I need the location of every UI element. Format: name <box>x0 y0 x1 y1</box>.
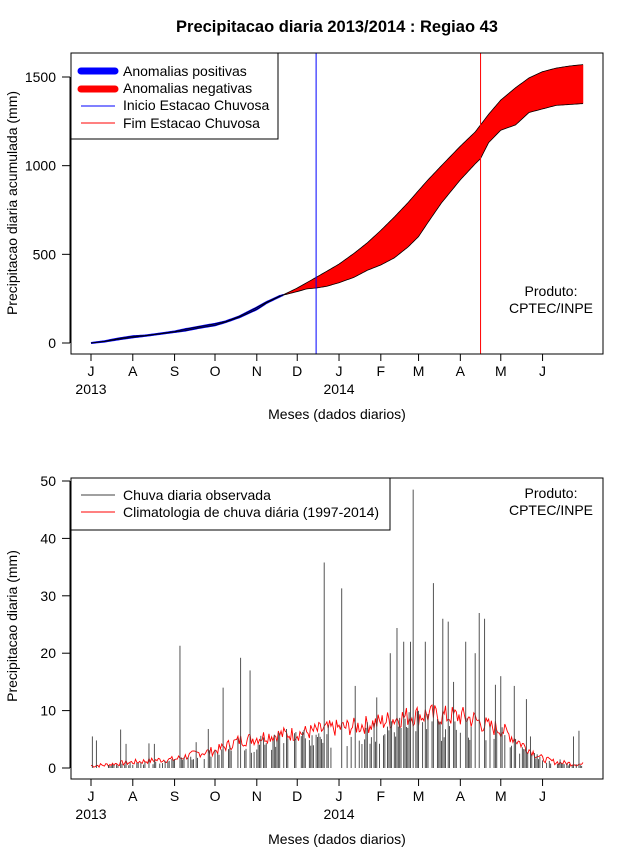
x-tick-label: M <box>495 788 507 804</box>
x-tick-label: F <box>377 363 386 379</box>
x-tick-label: A <box>128 363 138 379</box>
year-label: 2013 <box>75 806 106 822</box>
year-label: 2014 <box>323 806 354 822</box>
x-tick-label: D <box>292 788 302 804</box>
legend-label-climatology: Climatologia de chuva diária (1997-2014) <box>123 504 379 520</box>
legend-box <box>70 52 279 140</box>
product-label: Produto: <box>525 283 578 299</box>
y-axis-label: Precipitacao diaria acumulada (mm) <box>4 91 20 315</box>
x-tick-label: A <box>128 788 138 804</box>
x-tick-label: J <box>539 363 546 379</box>
year-label: 2014 <box>323 381 354 397</box>
observed-cumulative-line <box>90 103 584 344</box>
x-tick-label: J <box>88 363 95 379</box>
x-tick-label: S <box>170 788 179 804</box>
x-tick-label: S <box>170 363 179 379</box>
y-tick-label: 0 <box>48 335 56 351</box>
legend-label-season-end: Fim Estacao Chuvosa <box>123 115 260 131</box>
x-tick-label: N <box>252 788 262 804</box>
cumulative-precip-chart: 0 500 1000 1500 J A S O N D J F M A M J 2013 2014 Meses … <box>4 52 604 422</box>
legend-label-positive: Anomalias positivas <box>123 63 247 79</box>
y-tick-label: 40 <box>40 530 56 546</box>
x-tick-label: A <box>456 788 466 804</box>
y-axis: 0 10 20 30 40 50 <box>40 473 71 776</box>
y-tick-label: 1000 <box>25 158 56 174</box>
x-tick-label: D <box>292 363 302 379</box>
x-tick-label: A <box>456 363 466 379</box>
x-tick-label: J <box>539 788 546 804</box>
observed-bars-layer <box>91 489 583 768</box>
x-tick-label: O <box>210 363 221 379</box>
year-label: 2013 <box>75 381 106 397</box>
product-org: CPTEC/INPE <box>509 502 593 518</box>
x-axis-label: Meses (dados diarios) <box>268 406 406 422</box>
climatology-line-layer <box>90 704 584 769</box>
legend-label-negative: Anomalias negativas <box>123 80 252 96</box>
x-tick-label: J <box>336 788 343 804</box>
legend-box <box>70 477 391 531</box>
x-tick-label: J <box>336 363 343 379</box>
y-tick-label: 10 <box>40 703 56 719</box>
y-tick-label: 0 <box>48 760 56 776</box>
y-axis-label: Precipitacao diaria (mm) <box>4 550 20 702</box>
y-tick-label: 1500 <box>25 69 56 85</box>
y-axis: 0 500 1000 1500 <box>25 69 71 351</box>
legend: Chuva diaria observada Climatologia de c… <box>70 477 391 531</box>
anomaly-fill-layer <box>90 64 584 344</box>
daily-precip-chart: 0 10 20 30 40 50 J A S O N D J F M A M J 2013 2014 Meses (… <box>4 473 604 847</box>
x-tick-label: J <box>88 788 95 804</box>
x-tick-label: M <box>495 363 507 379</box>
y-tick-label: 50 <box>40 473 56 489</box>
negative-anomaly-area <box>282 64 584 296</box>
climatology-line <box>90 704 584 769</box>
legend: Anomalias positivas Anomalias negativas … <box>70 52 279 140</box>
y-tick-label: 20 <box>40 645 56 661</box>
product-label: Produto: <box>525 485 578 501</box>
y-tick-label: 30 <box>40 588 56 604</box>
legend-label-season-start: Inicio Estacao Chuvosa <box>123 97 270 113</box>
x-tick-label: M <box>413 788 425 804</box>
y-tick-label: 500 <box>33 246 57 262</box>
x-axis: J A S O N D J F M A M J 2013 2014 <box>75 778 546 822</box>
x-axis: J A S O N D J F M A M J 2013 2014 <box>75 353 546 397</box>
page-title: Precipitacao diaria 2013/2014 : Regiao 4… <box>176 18 498 36</box>
climatology-cumulative-line <box>90 64 584 344</box>
x-tick-label: F <box>377 788 386 804</box>
x-tick-label: O <box>210 788 221 804</box>
x-axis-label: Meses (dados diarios) <box>268 831 406 847</box>
positive-anomaly-area <box>90 293 284 344</box>
legend-label-observed: Chuva diaria observada <box>123 487 271 503</box>
x-tick-label: M <box>413 363 425 379</box>
season-lines-layer <box>315 53 482 354</box>
product-org: CPTEC/INPE <box>509 300 593 316</box>
x-tick-label: N <box>252 363 262 379</box>
